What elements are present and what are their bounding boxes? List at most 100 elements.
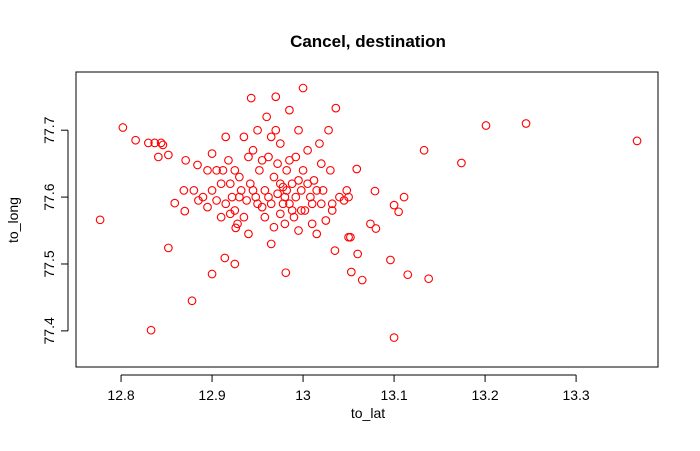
plot-box [75,71,659,368]
point [327,199,337,209]
point [331,103,341,113]
point [239,132,249,142]
point [344,232,353,242]
point [370,186,380,196]
point [264,192,273,202]
point [220,253,230,263]
point [212,196,221,205]
point [353,249,363,259]
point [233,219,242,229]
point [371,224,381,233]
point [346,232,355,242]
point [193,160,202,170]
point [253,125,262,135]
point [287,206,297,215]
point [273,159,282,168]
point [227,192,237,202]
point [285,105,294,115]
point [275,209,285,219]
y-tick-label: 77.6 [41,183,57,210]
point [386,255,395,265]
point [327,206,337,215]
point [389,200,399,210]
point [170,198,180,208]
point [632,136,642,146]
point [294,226,303,235]
point [207,269,217,279]
point [218,165,228,175]
point [298,83,308,93]
point [312,186,322,195]
point [207,149,217,158]
point [296,206,306,215]
point [294,176,303,185]
x-tick-label: 12.8 [107,387,134,403]
point [315,139,324,148]
point [346,267,356,277]
point [300,206,310,215]
point [181,155,191,165]
point [194,196,203,205]
point [164,150,173,160]
point [242,196,251,205]
point [424,274,434,284]
point [221,132,231,142]
x-tick-label: 13.3 [562,387,589,403]
point [207,186,217,195]
point [318,186,328,195]
point [246,93,256,103]
point [269,222,279,232]
point [419,145,429,155]
point [521,119,531,128]
point [303,145,312,155]
y-tick-label: 77.5 [41,250,57,277]
point [271,92,281,102]
point [235,172,244,182]
point [281,268,291,278]
point [216,212,226,222]
point [321,216,331,225]
point [158,140,168,150]
point [316,159,326,168]
point [294,125,303,135]
point [403,270,413,280]
point [307,199,317,209]
point [271,125,281,135]
point [357,275,367,285]
x-axis-label: to_lat [351,405,385,421]
point [164,243,173,253]
point [239,212,249,222]
point [179,186,189,195]
point [187,296,197,306]
point [248,186,258,195]
point [326,165,335,175]
point [189,186,199,195]
point [275,179,285,189]
point [203,202,212,212]
point [260,212,270,222]
point [278,199,288,209]
point [225,209,235,219]
point [389,333,399,342]
point [296,186,306,195]
x-tick-label: 13.2 [471,387,498,403]
y-tick-label: 77.4 [41,317,57,344]
point [212,165,221,175]
point [273,189,282,199]
point [144,138,153,148]
point [285,155,294,165]
y-axis-label: to_long [5,197,21,243]
point [366,219,375,229]
point [481,121,491,130]
point [231,223,241,233]
point [282,186,292,195]
point [224,155,233,165]
point [394,207,403,217]
point [230,165,240,175]
x-tick-label: 12.9 [198,387,225,403]
point [257,155,267,165]
chart-title: Cancel, destination [290,32,446,51]
point [253,199,262,209]
point [342,186,352,195]
